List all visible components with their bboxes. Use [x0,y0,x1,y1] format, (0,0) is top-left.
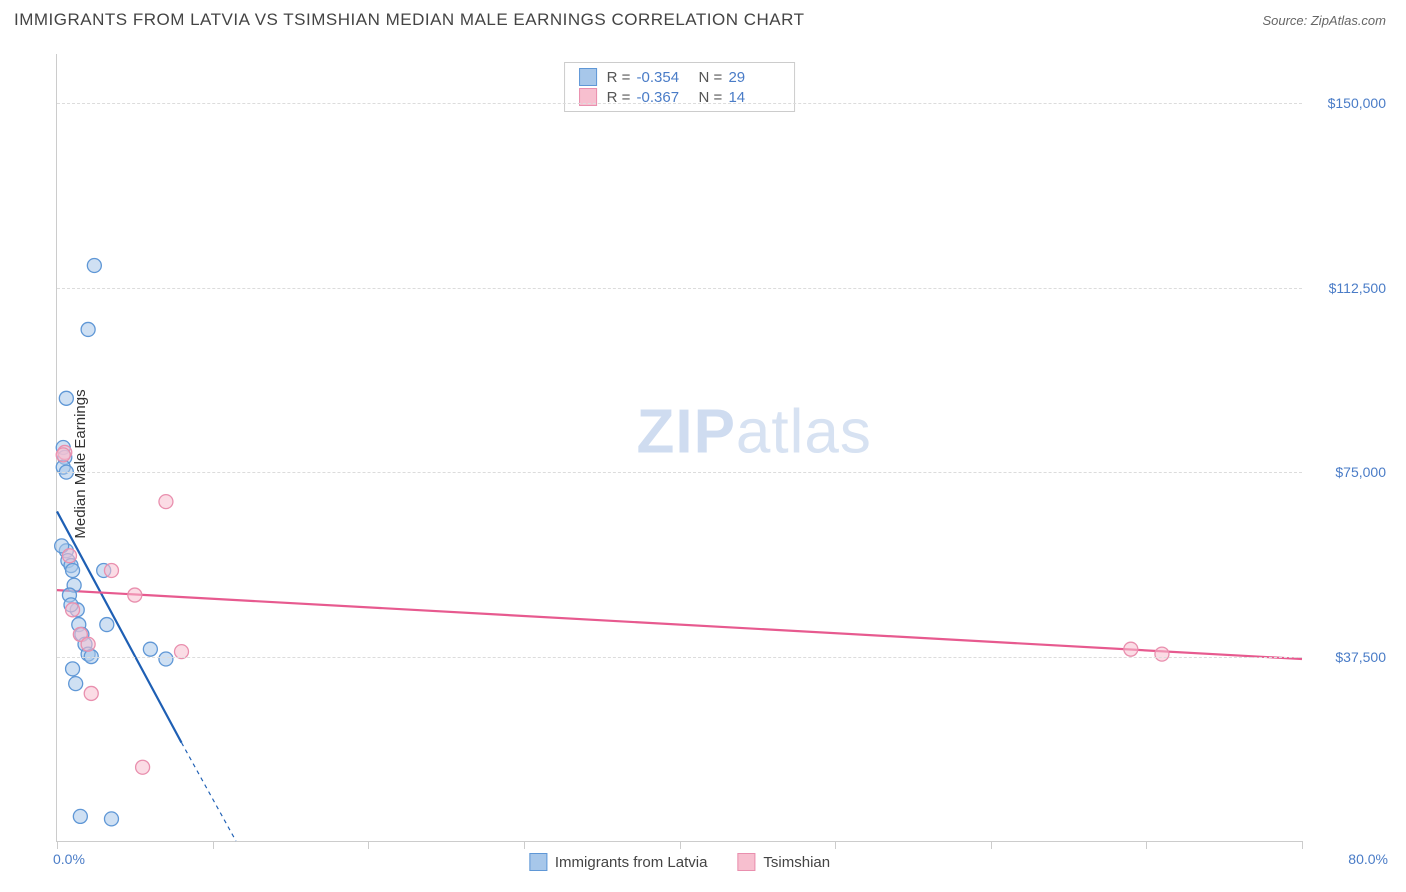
data-point-tsimshian [1124,642,1138,656]
data-point-tsimshian [81,637,95,651]
data-point-latvia [104,812,118,826]
gridline [57,472,1302,473]
legend-label-latvia: Immigrants from Latvia [555,854,708,871]
data-point-latvia [59,391,73,405]
x-axis-min-label: 0.0% [53,851,85,867]
data-point-tsimshian [62,549,76,563]
data-point-tsimshian [66,603,80,617]
x-tick [213,841,214,849]
x-tick [57,841,58,849]
bottom-legend: Immigrants from Latvia Tsimshian [529,853,830,871]
y-tick-label: $150,000 [1328,95,1386,111]
data-point-latvia [66,662,80,676]
source-name: ZipAtlas.com [1311,13,1386,28]
data-point-tsimshian [84,686,98,700]
data-point-latvia [81,322,95,336]
x-tick [680,841,681,849]
chart-title: IMMIGRANTS FROM LATVIA VS TSIMSHIAN MEDI… [14,10,804,30]
data-point-tsimshian [159,495,173,509]
legend-item-tsimshian: Tsimshian [737,853,830,871]
chart-container: Median Male Earnings ZIPatlas R = -0.354… [14,46,1392,882]
source-prefix: Source: [1262,13,1310,28]
header: IMMIGRANTS FROM LATVIA VS TSIMSHIAN MEDI… [0,0,1406,36]
x-tick [368,841,369,849]
gridline [57,657,1302,658]
x-tick [835,841,836,849]
legend-item-latvia: Immigrants from Latvia [529,853,708,871]
y-tick-label: $75,000 [1335,464,1386,480]
chart-svg [57,54,1302,841]
y-tick-label: $112,500 [1329,280,1386,296]
gridline [57,103,1302,104]
data-point-tsimshian [136,760,150,774]
data-point-tsimshian [104,563,118,577]
data-point-latvia [143,642,157,656]
data-point-latvia [66,563,80,577]
data-point-latvia [73,809,87,823]
x-tick [1146,841,1147,849]
data-point-tsimshian [56,448,70,462]
x-tick [1302,841,1303,849]
legend-label-tsimshian: Tsimshian [763,854,830,871]
data-point-latvia [100,618,114,632]
y-tick-label: $37,500 [1335,649,1386,665]
legend-swatch-latvia [529,853,547,871]
data-point-latvia [87,259,101,273]
trend-line-dash-latvia [182,743,236,841]
data-point-tsimshian [128,588,142,602]
x-tick [991,841,992,849]
trend-line-tsimshian [57,590,1302,659]
x-axis-max-label: 80.0% [1348,851,1388,867]
x-tick [524,841,525,849]
plot-area: ZIPatlas R = -0.354 N = 29 R = -0.367 N … [56,54,1302,842]
legend-swatch-tsimshian [737,853,755,871]
data-point-latvia [159,652,173,666]
source-attribution: Source: ZipAtlas.com [1262,13,1386,28]
data-point-latvia [69,677,83,691]
gridline [57,288,1302,289]
data-point-tsimshian [1155,647,1169,661]
